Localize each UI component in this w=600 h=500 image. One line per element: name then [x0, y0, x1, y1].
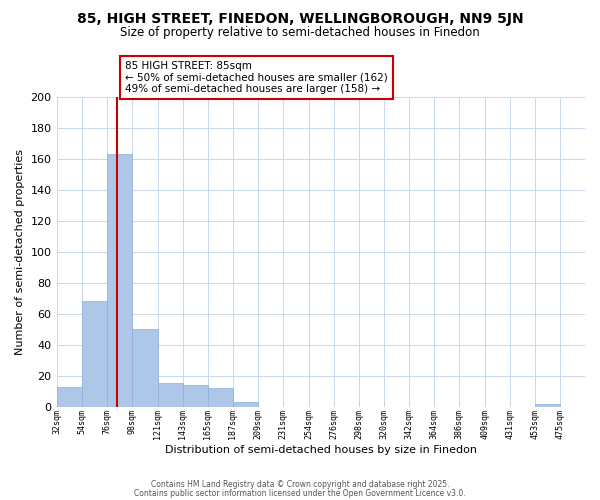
Bar	[82, 302, 107, 406]
Y-axis label: Number of semi-detached properties: Number of semi-detached properties	[15, 149, 25, 355]
Bar	[107, 154, 131, 406]
Text: 85 HIGH STREET: 85sqm
← 50% of semi-detached houses are smaller (162)
49% of sem: 85 HIGH STREET: 85sqm ← 50% of semi-deta…	[125, 61, 388, 94]
Bar	[208, 388, 233, 406]
Bar	[182, 385, 208, 406]
Bar	[131, 330, 158, 406]
Bar	[56, 386, 82, 406]
Text: Contains public sector information licensed under the Open Government Licence v3: Contains public sector information licen…	[134, 488, 466, 498]
Bar	[233, 402, 257, 406]
Text: Size of property relative to semi-detached houses in Finedon: Size of property relative to semi-detach…	[120, 26, 480, 39]
Bar	[158, 384, 182, 406]
X-axis label: Distribution of semi-detached houses by size in Finedon: Distribution of semi-detached houses by …	[165, 445, 477, 455]
Text: Contains HM Land Registry data © Crown copyright and database right 2025.: Contains HM Land Registry data © Crown c…	[151, 480, 449, 489]
Bar	[535, 404, 560, 406]
Text: 85, HIGH STREET, FINEDON, WELLINGBOROUGH, NN9 5JN: 85, HIGH STREET, FINEDON, WELLINGBOROUGH…	[77, 12, 523, 26]
